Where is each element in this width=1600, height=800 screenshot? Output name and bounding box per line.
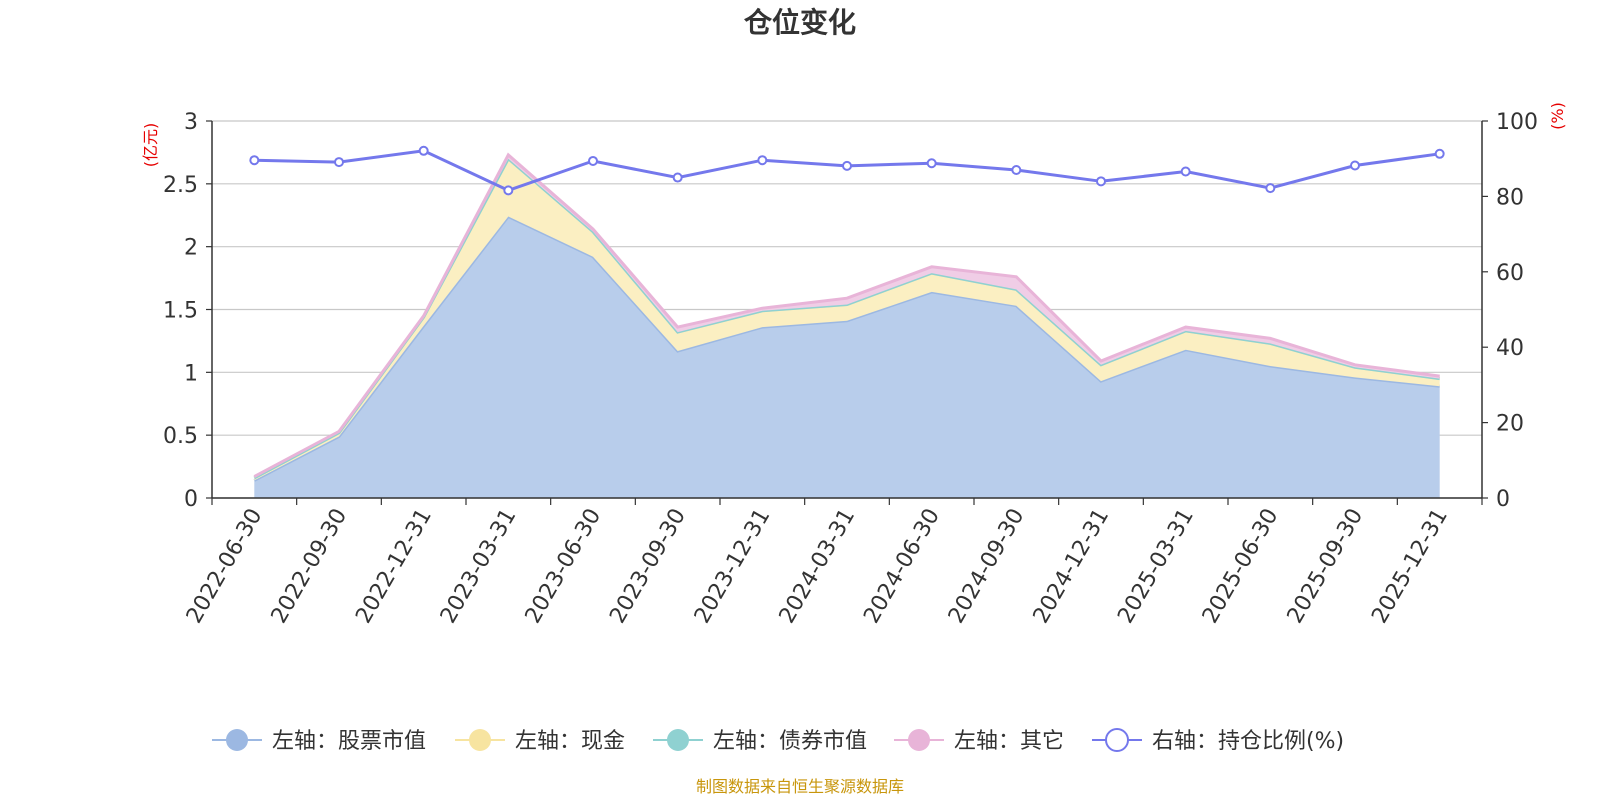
right-tick-label: 100 <box>1496 110 1538 135</box>
ratio-point <box>1180 166 1191 177</box>
x-tick-label: 2024-12-31 <box>1029 505 1115 628</box>
ratio-point <box>1265 183 1276 194</box>
legend-marker <box>469 729 491 751</box>
ratio-point <box>418 145 429 156</box>
legend-label: 左轴：其它 <box>954 729 1064 754</box>
x-tick-label: 2025-12-31 <box>1367 505 1453 628</box>
x-tick-label: 2022-06-30 <box>182 505 268 628</box>
area-edge-左轴：其它 <box>253 152 1440 478</box>
left-tick-label: 1 <box>184 361 198 386</box>
x-tick-label: 2022-12-31 <box>351 505 437 628</box>
legend-label: 左轴：股票市值 <box>272 729 426 754</box>
left-axis-unit: (亿元) <box>141 123 160 168</box>
ratio-point <box>672 172 683 183</box>
x-tick-label: 2024-06-30 <box>859 505 945 628</box>
x-tick-label: 2024-09-30 <box>944 505 1030 628</box>
right-tick-label: 60 <box>1496 261 1524 286</box>
ratio-point <box>1096 176 1106 187</box>
x-tick-label: 2022-09-30 <box>267 505 353 628</box>
ratio-point <box>1434 148 1445 159</box>
right-tick-label: 0 <box>1496 487 1510 512</box>
ratio-point <box>588 155 598 166</box>
left-tick-label: 1.5 <box>163 299 198 324</box>
x-tick-label: 2025-03-31 <box>1113 505 1199 628</box>
legend-marker <box>1105 728 1129 752</box>
x-tick-label: 2025-06-30 <box>1198 505 1284 628</box>
left-tick-label: 3 <box>184 110 198 135</box>
legend-marker <box>908 729 930 751</box>
x-tick-label: 2024-03-31 <box>775 505 861 628</box>
right-tick-label: 80 <box>1496 185 1524 210</box>
source-note: 制图数据来自恒生聚源数据库 <box>696 777 904 796</box>
ratio-point <box>249 155 260 166</box>
left-tick-label: 0 <box>184 487 198 512</box>
ratio-point <box>1350 160 1360 171</box>
ratio-point <box>1011 165 1022 176</box>
right-tick-label: 40 <box>1496 336 1524 361</box>
left-tick-label: 2.5 <box>163 173 198 198</box>
x-tick-label: 2023-12-31 <box>690 505 776 628</box>
left-tick-label: 2 <box>184 236 198 261</box>
legend-label: 左轴：债券市值 <box>713 729 867 754</box>
chart-title: 仓位变化 <box>744 6 856 39</box>
left-tick-label: 0.5 <box>163 424 198 449</box>
ratio-line <box>249 145 1445 196</box>
ratio-point <box>842 160 852 171</box>
ratio-point <box>757 155 768 166</box>
x-tick-label: 2023-03-31 <box>436 505 522 628</box>
legend-label: 左轴：现金 <box>515 729 625 754</box>
stacked-areas <box>253 152 1440 498</box>
x-tick-label: 2025-09-30 <box>1283 505 1369 628</box>
legend: 左轴：股票市值 左轴：现金 左轴：债券市值 左轴：其它 右轴：持仓比例(%) <box>212 728 1344 754</box>
right-tick-label: 20 <box>1496 412 1524 437</box>
x-tick-label: 2023-09-30 <box>605 505 691 628</box>
area-左轴：股票市值 <box>254 216 1440 498</box>
ratio-point <box>503 185 514 196</box>
legend-marker <box>226 729 248 751</box>
legend-label: 右轴：持仓比例(%) <box>1152 729 1344 754</box>
area-左轴：现金 <box>254 158 1440 481</box>
right-axis-unit: (%) <box>1548 102 1567 130</box>
ratio-point <box>334 157 344 168</box>
x-tick-label: 2023-06-30 <box>521 505 607 628</box>
ratio-point <box>926 158 937 169</box>
legend-marker <box>667 729 689 751</box>
